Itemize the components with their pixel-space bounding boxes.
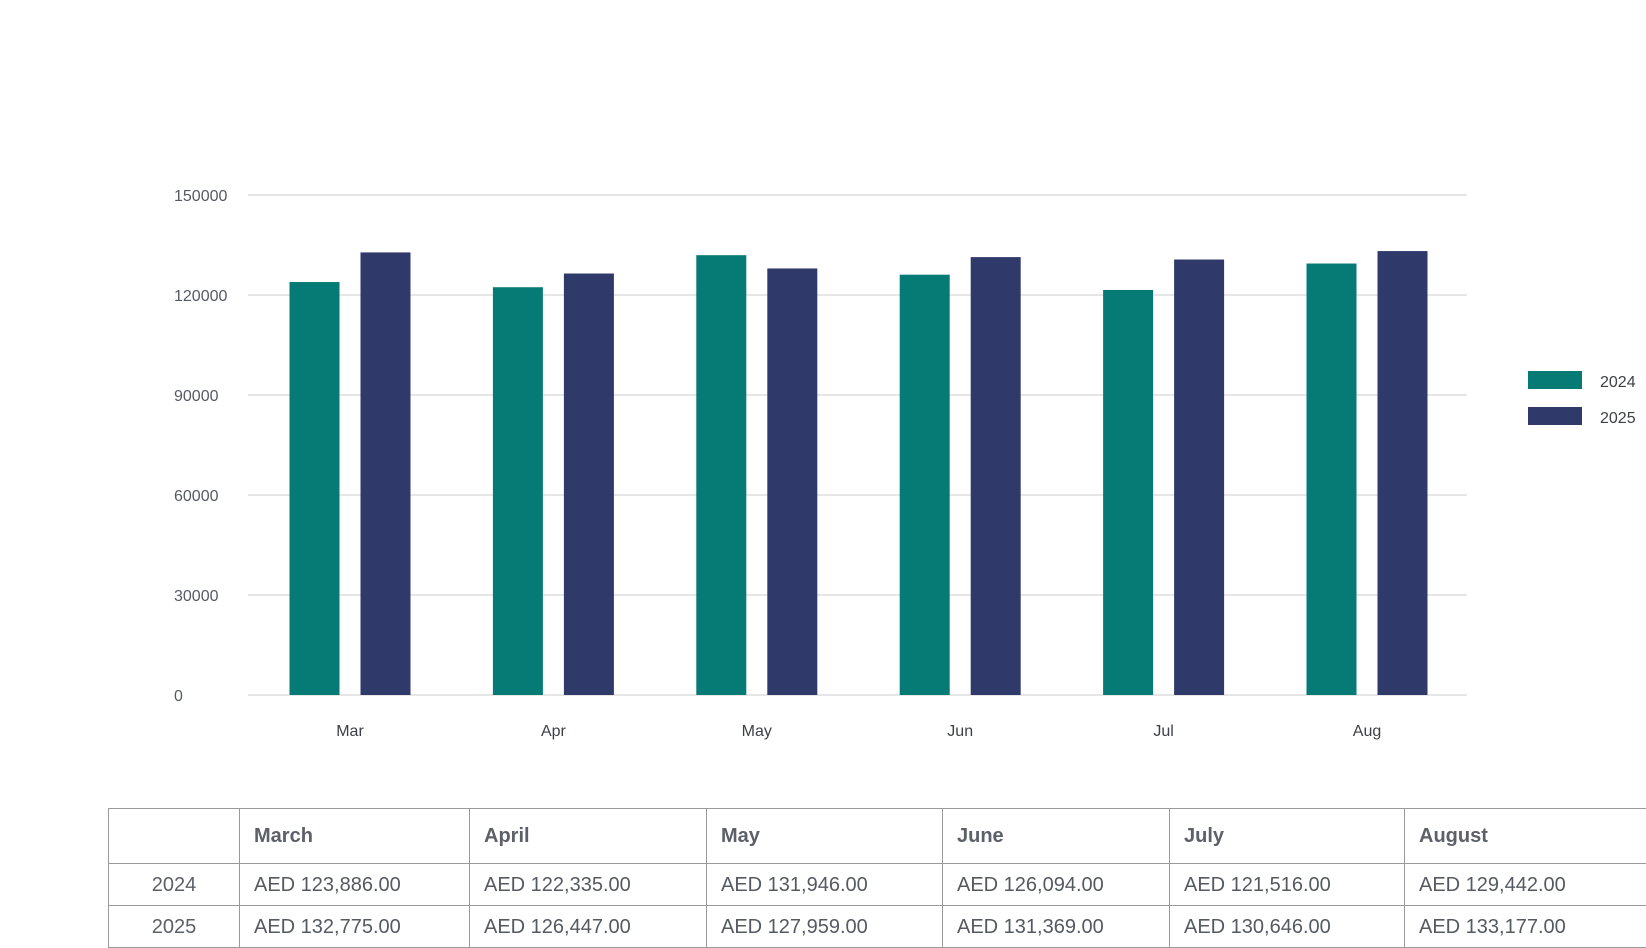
x-tick-label: May [742, 723, 772, 740]
bars [290, 251, 1428, 695]
table-header-row: March April May June July August [109, 809, 1646, 864]
table-cell: AED 121,516.00 [1170, 864, 1405, 906]
x-tick-label: Mar [336, 723, 364, 740]
bar-2025-may [767, 268, 817, 695]
table-cell: AED 131,946.00 [707, 864, 943, 906]
legend: 2024 2025 [1528, 371, 1636, 427]
y-tick-label: 90000 [174, 388, 219, 405]
y-tick-label: 150000 [174, 188, 227, 205]
column-header: May [707, 809, 943, 864]
table-corner-cell [109, 809, 240, 864]
x-tick-label: Aug [1353, 723, 1381, 740]
table-row: 2025 AED 132,775.00 AED 126,447.00 AED 1… [109, 906, 1646, 948]
column-header: March [240, 809, 470, 864]
y-tick-label: 120000 [174, 288, 227, 305]
bar-2024-aug [1307, 264, 1357, 695]
x-tick-label: Jul [1153, 723, 1173, 740]
table-cell: AED 126,447.00 [470, 906, 707, 948]
column-header: July [1170, 809, 1405, 864]
y-tick-label: 60000 [174, 488, 219, 505]
bar-2025-mar [361, 252, 411, 695]
column-header: April [470, 809, 707, 864]
y-tick-label: 0 [174, 688, 183, 705]
table-row: 2024 AED 123,886.00 AED 122,335.00 AED 1… [109, 864, 1646, 906]
y-axis-ticks: 0 30000 60000 90000 120000 150000 [174, 188, 227, 705]
bar-2025-apr [564, 274, 614, 695]
x-tick-label: Jun [947, 723, 973, 740]
table-cell: AED 132,775.00 [240, 906, 470, 948]
column-header: August [1405, 809, 1646, 864]
bar-2024-jun [900, 275, 950, 695]
table-cell: AED 130,646.00 [1170, 906, 1405, 948]
bar-2025-aug [1378, 251, 1428, 695]
row-label: 2025 [109, 906, 240, 948]
bar-2024-jul [1103, 290, 1153, 695]
bar-2025-jun [971, 257, 1021, 695]
legend-label: 2024 [1600, 374, 1636, 391]
table-cell: AED 133,177.00 [1405, 906, 1646, 948]
table-cell: AED 126,094.00 [943, 864, 1170, 906]
bar-2024-mar [290, 282, 340, 695]
bar-2025-jul [1174, 260, 1224, 695]
bar-2024-may [696, 255, 746, 695]
table-cell: AED 122,335.00 [470, 864, 707, 906]
x-axis-ticks: Mar Apr May Jun Jul Aug [336, 723, 1381, 740]
table-cell: AED 127,959.00 [707, 906, 943, 948]
y-tick-label: 30000 [174, 588, 219, 605]
data-table: March April May June July August 2024 AE… [108, 808, 1646, 948]
column-header: June [943, 809, 1170, 864]
table-cell: AED 129,442.00 [1405, 864, 1646, 906]
table-cell: AED 123,886.00 [240, 864, 470, 906]
row-label: 2024 [109, 864, 240, 906]
legend-swatch-2025 [1528, 407, 1582, 425]
bar-chart: 0 30000 60000 90000 120000 150000 Mar Apr May Ju… [0, 0, 1646, 770]
grid-lines [248, 195, 1467, 695]
legend-label: 2025 [1600, 410, 1636, 427]
table-cell: AED 131,369.00 [943, 906, 1170, 948]
legend-swatch-2024 [1528, 371, 1582, 389]
x-tick-label: Apr [541, 723, 567, 740]
bar-2024-apr [493, 287, 543, 695]
